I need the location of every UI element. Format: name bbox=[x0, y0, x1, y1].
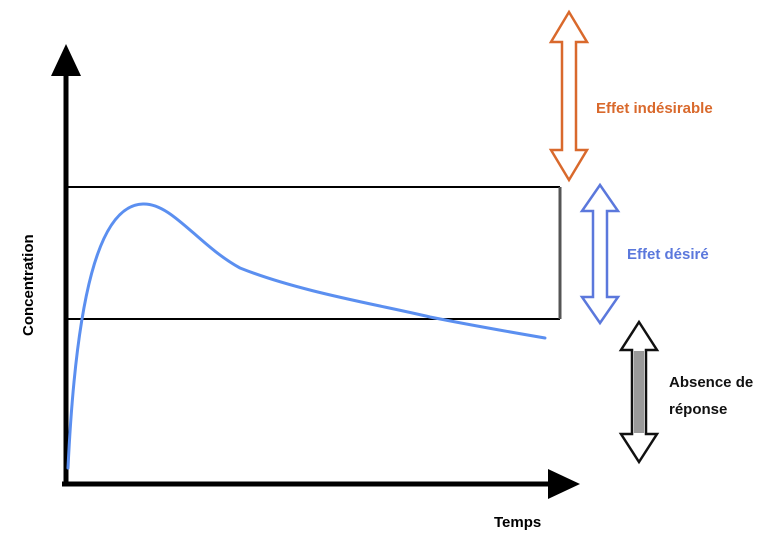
y-axis-label: Concentration bbox=[20, 234, 37, 336]
axes bbox=[51, 44, 580, 499]
desired-effect-label: Effet désiré bbox=[627, 246, 709, 263]
no-response-arrow-shaft-fill bbox=[634, 351, 644, 433]
no-response-double-arrow-icon bbox=[618, 319, 660, 465]
concentration-curve bbox=[66, 202, 547, 470]
undesired-effect-double-arrow-icon bbox=[548, 9, 590, 183]
y-axis-arrowhead-icon bbox=[51, 44, 81, 76]
desired-effect-double-arrow-icon bbox=[579, 182, 621, 326]
no-response-label-line1: Absence de bbox=[669, 374, 753, 391]
undesired-effect-label: Effet indésirable bbox=[596, 100, 713, 117]
x-axis-arrowhead-icon bbox=[548, 469, 580, 499]
therapeutic-window bbox=[66, 186, 562, 320]
x-axis-label: Temps bbox=[494, 514, 541, 531]
no-response-label-line2: réponse bbox=[669, 401, 727, 418]
